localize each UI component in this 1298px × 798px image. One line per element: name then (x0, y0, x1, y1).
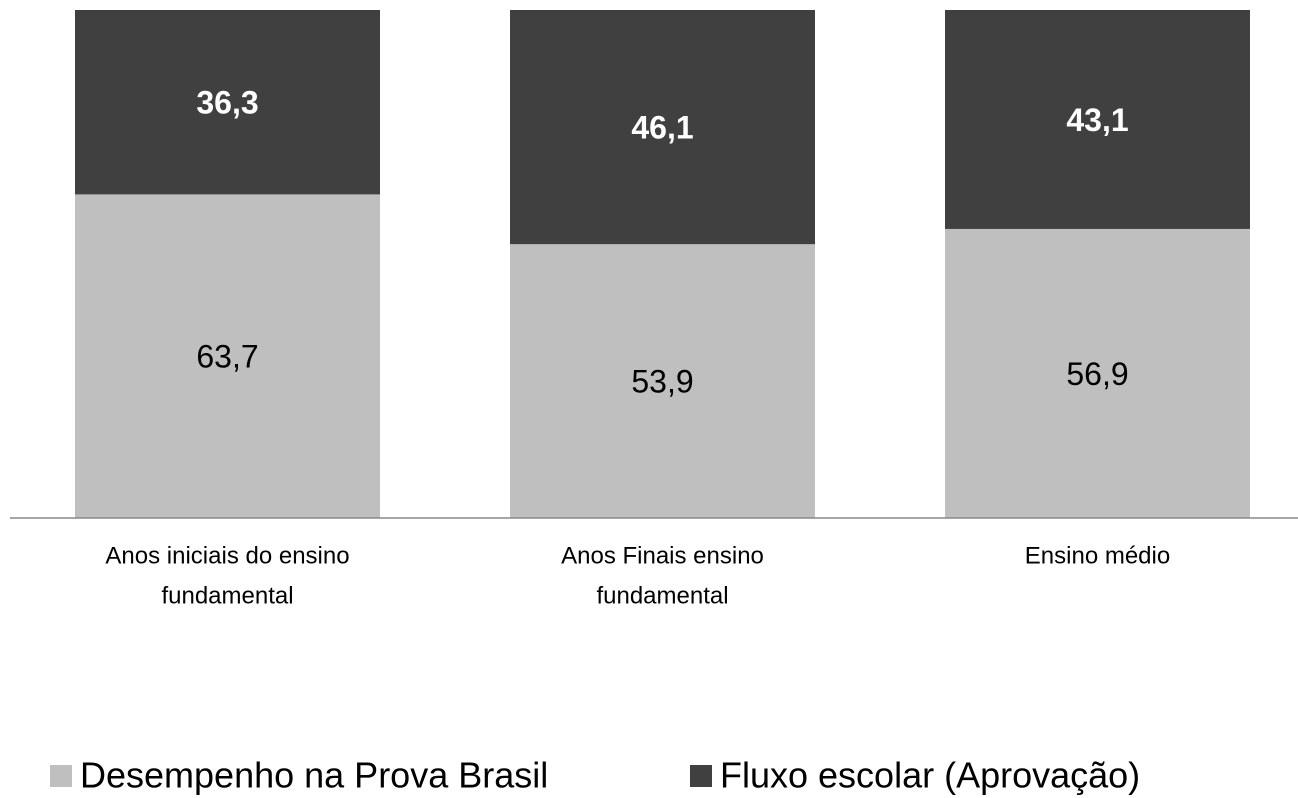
data-label: 36,3 (196, 85, 258, 121)
data-label: 56,9 (1066, 356, 1128, 392)
legend-label: Fluxo escolar (Aprovação) (720, 755, 1140, 796)
data-label: 53,9 (631, 364, 693, 400)
x-tick-label: Anos Finais ensino (561, 542, 764, 569)
bar-segment (75, 194, 380, 519)
data-label: 63,7 (196, 339, 258, 375)
legend-label: Desempenho na Prova Brasil (80, 755, 548, 796)
legend-swatch (50, 765, 72, 787)
bar-segment (945, 10, 1250, 229)
x-tick-label: fundamental (596, 582, 728, 609)
bar-segment (945, 228, 1250, 518)
bar-segment (75, 10, 380, 195)
x-tick-label: Ensino médio (1025, 542, 1170, 569)
bar-segment (510, 10, 815, 245)
bar-segment (510, 244, 815, 519)
x-tick-label: Anos iniciais do ensino (105, 542, 349, 569)
data-label: 46,1 (631, 110, 693, 146)
data-label: 43,1 (1066, 102, 1128, 138)
legend-swatch (690, 765, 712, 787)
x-tick-label: fundamental (161, 582, 293, 609)
